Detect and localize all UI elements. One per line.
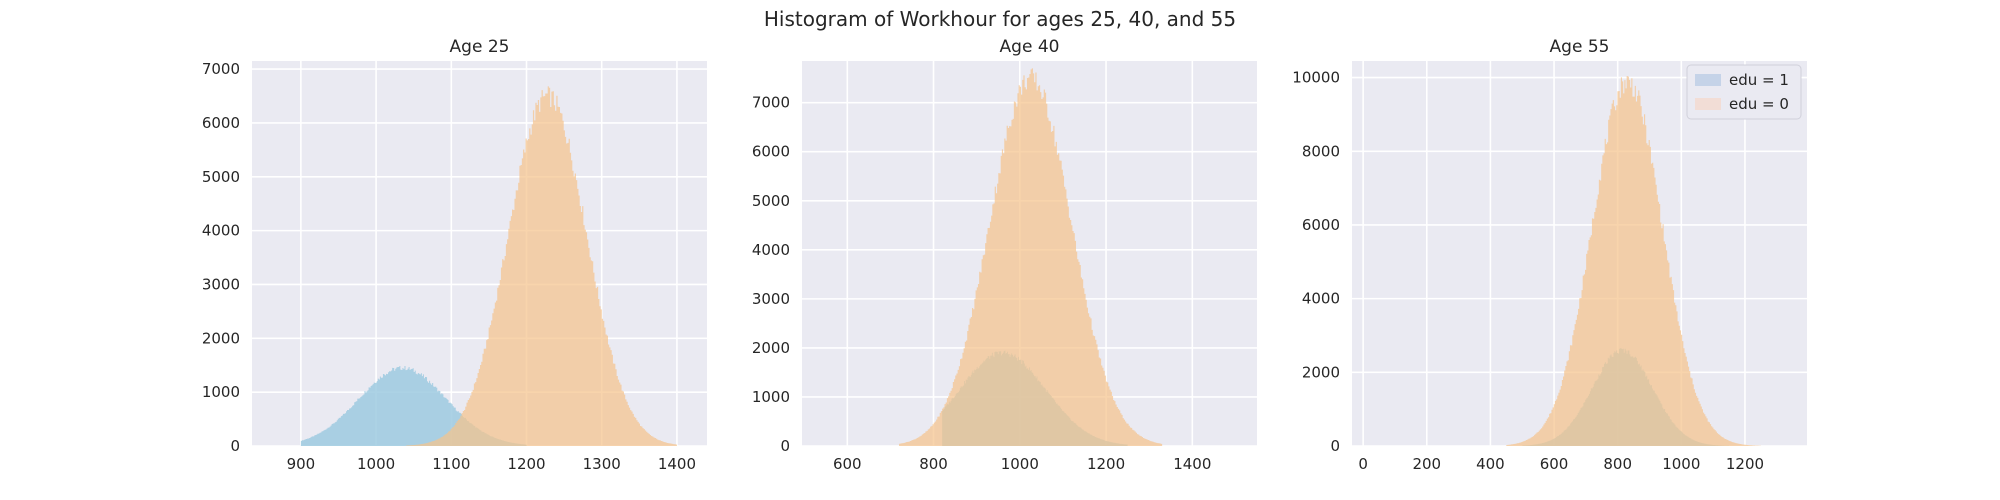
y-tick-label: 0 xyxy=(230,437,240,455)
y-tick-label: 4000 xyxy=(1302,290,1340,308)
x-tick-label: 1200 xyxy=(1087,455,1125,473)
histogram-bars xyxy=(406,86,677,447)
x-tick-label: 1000 xyxy=(1001,455,1039,473)
x-tick-label: 800 xyxy=(1603,455,1632,473)
y-tick-label: 2000 xyxy=(1302,363,1340,381)
y-tick-label: 7000 xyxy=(202,60,240,78)
y-tick-label: 10000 xyxy=(1292,69,1340,87)
x-tick-label: 0 xyxy=(1358,455,1368,473)
y-tick-label: 3000 xyxy=(752,290,790,308)
y-tick-label: 0 xyxy=(780,437,790,455)
panel-title: Age 25 xyxy=(450,37,510,57)
x-tick-label: 600 xyxy=(833,455,862,473)
histogram-bars xyxy=(899,68,1163,447)
y-tick-label: 2000 xyxy=(202,329,240,347)
y-tick-label: 1000 xyxy=(202,383,240,401)
y-tick-label: 7000 xyxy=(752,94,790,112)
y-tick-label: 5000 xyxy=(752,192,790,210)
x-tick-label: 800 xyxy=(919,455,948,473)
x-tick-label: 1400 xyxy=(658,455,696,473)
x-tick-label: 900 xyxy=(287,455,316,473)
y-tick-label: 1000 xyxy=(752,388,790,406)
y-tick-label: 4000 xyxy=(202,222,240,240)
y-tick-label: 2000 xyxy=(752,339,790,357)
y-tick-label: 3000 xyxy=(202,275,240,293)
y-tick-label: 6000 xyxy=(1302,216,1340,234)
histogram-series-edu-0 xyxy=(899,68,1163,447)
histogram-panel-age-40: 600 800 1000 1200 1400 0 1000 2000 3000 4000 5000 6… xyxy=(752,37,1257,473)
histogram-series-edu-0 xyxy=(1506,76,1761,446)
panel-title: Age 40 xyxy=(1000,37,1060,57)
x-tick-label: 1000 xyxy=(357,455,395,473)
x-tick-label: 400 xyxy=(1476,455,1505,473)
x-tick-label: 1200 xyxy=(1726,455,1764,473)
legend-swatch xyxy=(1695,74,1721,86)
histogram-panel-age-55: 0 200 400 600 800 1000 1200 0 2000 4000 6000 8000 10… xyxy=(1292,37,1807,473)
x-tick-label: 1200 xyxy=(507,455,545,473)
legend: edu = 1 edu = 0 xyxy=(1686,64,1802,120)
x-tick-label: 600 xyxy=(1540,455,1569,473)
y-tick-label: 5000 xyxy=(202,168,240,186)
histogram-panel-age-25: 900 1000 1100 1200 1300 1400 0 1000 2000 3000 4000… xyxy=(202,37,707,473)
y-tick-label: 0 xyxy=(1330,437,1340,455)
histogram-series-edu-0 xyxy=(406,86,677,447)
legend-swatch xyxy=(1695,98,1721,110)
x-tick-label: 200 xyxy=(1412,455,1441,473)
x-tick-label: 1400 xyxy=(1173,455,1211,473)
figure-title: Histogram of Workhour for ages 25, 40, a… xyxy=(764,7,1236,31)
y-tick-label: 8000 xyxy=(1302,142,1340,160)
legend-label: edu = 0 xyxy=(1729,95,1789,113)
y-tick-label: 6000 xyxy=(202,114,240,132)
y-tick-label: 6000 xyxy=(752,143,790,161)
x-tick-label: 1300 xyxy=(583,455,621,473)
x-tick-label: 1100 xyxy=(432,455,470,473)
histogram-bars xyxy=(1506,76,1761,446)
legend-label: edu = 1 xyxy=(1729,71,1789,89)
panel-title: Age 55 xyxy=(1550,37,1610,57)
y-tick-label: 4000 xyxy=(752,241,790,259)
x-tick-label: 1000 xyxy=(1662,455,1700,473)
